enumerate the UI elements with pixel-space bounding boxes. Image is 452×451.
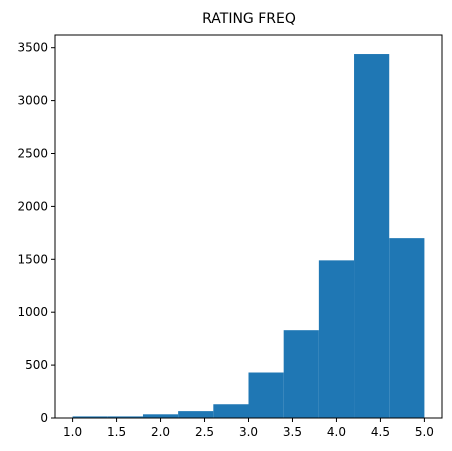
y-tick-label: 3000: [17, 94, 48, 108]
histogram-bar: [107, 416, 143, 418]
x-tick-label: 4.5: [371, 425, 390, 439]
y-tick-label: 1000: [17, 305, 48, 319]
histogram-bar: [318, 260, 355, 418]
y-tick-label: 0: [40, 411, 48, 425]
histogram-bar: [389, 238, 425, 418]
y-tick-label: 1500: [17, 252, 48, 266]
chart-title: RATING FREQ: [202, 11, 296, 27]
x-tick-label: 3.5: [283, 425, 302, 439]
histogram-bar: [142, 414, 179, 418]
y-tick-label: 2500: [17, 146, 48, 160]
x-axis: 1.0 1.5 2.0 2.5 3.0 3.5 4.0 4.5 5.0: [63, 418, 434, 439]
histogram-bar: [283, 330, 319, 418]
histogram-bar: [178, 411, 214, 418]
histogram-bar: [354, 54, 390, 419]
y-tick-label: 3500: [17, 41, 48, 55]
x-tick-label: 4.0: [327, 425, 346, 439]
histogram-bar: [248, 372, 284, 418]
y-tick-label: 2000: [17, 199, 48, 213]
y-axis: 0 500 1000 1500 2000 2500 3000 3500: [17, 41, 55, 425]
x-tick-label: 2.0: [151, 425, 170, 439]
histogram-bar: [213, 404, 249, 418]
x-tick-label: 1.0: [63, 425, 82, 439]
x-tick-label: 1.5: [107, 425, 126, 439]
histogram-bar: [72, 416, 108, 418]
x-tick-label: 3.0: [239, 425, 258, 439]
bars-group: [72, 54, 425, 419]
x-tick-label: 5.0: [415, 425, 434, 439]
y-tick-label: 500: [25, 358, 48, 372]
x-tick-label: 2.5: [195, 425, 214, 439]
